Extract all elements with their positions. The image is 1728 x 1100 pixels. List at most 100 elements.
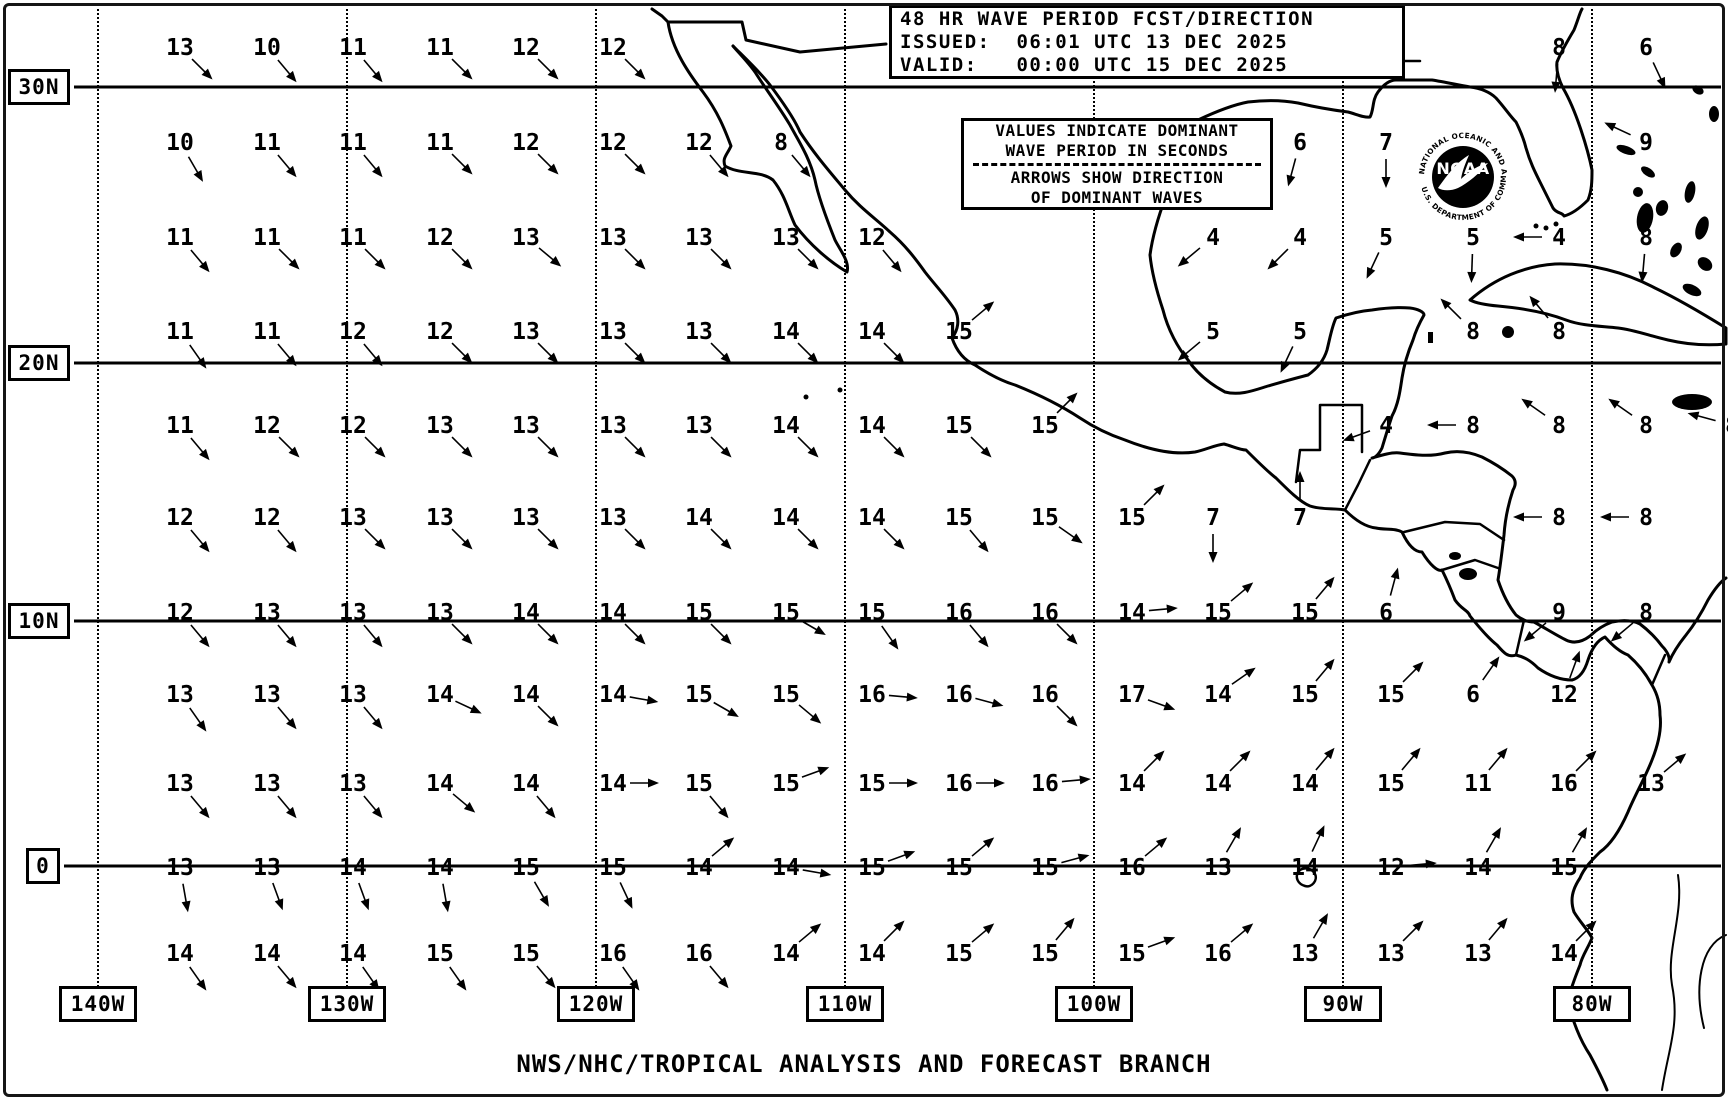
wave-period-value: 14 [426,855,454,881]
wave-direction-arrowhead [199,540,210,553]
wave-period-value: 15 [945,941,973,967]
wave-period-value: 15 [945,505,973,531]
wave-period-value: 15 [945,319,973,345]
wave-period-value: 16 [685,941,713,967]
wave-direction-arrowhead [819,868,832,878]
wave-period-value: 13 [339,771,367,797]
wave-period-value: 14 [1204,682,1232,708]
wave-period-value: 13 [426,600,454,626]
wave-period-value: 13 [1637,771,1665,797]
wave-direction-arrowhead [1071,533,1083,544]
wave-direction-arrowhead [374,538,386,550]
wave-period-value: 15 [1031,505,1059,531]
wave-direction-arrowhead [720,352,732,364]
wave-direction-arrowhead [727,707,739,717]
wave-direction-arrowhead [441,900,451,913]
wave-period-value: 16 [945,682,973,708]
wave-period-value: 6 [1379,600,1393,626]
wave-period-value: 12 [599,130,627,156]
wave-direction-arrowhead [288,446,300,458]
wave-period-value: 15 [772,682,800,708]
wave-period-value: 13 [166,771,194,797]
wave-direction-arrowhead [286,976,297,989]
wave-period-value: 14 [599,771,627,797]
wave-direction-arrowhead [1412,661,1424,673]
wave-period-value: 14 [512,682,540,708]
wave-direction-arrowhead [461,538,473,550]
wave-direction-arrowhead [1521,398,1533,409]
wave-direction-arrowhead [461,258,473,270]
title-line-valid: VALID: 00:00 UTC 15 DEC 2025 [900,53,1289,76]
wave-direction-arrowhead [1513,232,1524,242]
us-border-line [650,7,888,54]
wave-period-value: 14 [772,319,800,345]
wave-period-value: 13 [1204,855,1232,881]
wave-direction-arrowhead [980,446,992,458]
wave-period-value: 5 [1466,225,1480,251]
wave-period-value: 15 [1118,505,1146,531]
wave-period-value: 14 [339,855,367,881]
wave-period-value: 13 [599,319,627,345]
wave-period-value: 15 [512,941,540,967]
wave-direction-arrowhead [1318,913,1328,925]
wave-direction-arrowhead [461,68,473,80]
wave-period-value: 13 [166,35,194,61]
wave-direction-arrowhead [1390,567,1400,580]
wave-direction-arrowhead [1410,747,1421,760]
wave-period-value: 11 [426,35,454,61]
wave-period-value: 16 [1031,600,1059,626]
wave-direction-arrowhead [199,448,210,461]
wave-period-value: 14 [599,682,627,708]
wave-direction-arrowhead [286,717,297,730]
wave-direction-arrowhead [1608,398,1620,409]
wave-direction-arrowhead [634,446,646,458]
wave-direction-arrowhead [1241,582,1254,593]
wave-period-value: 5 [1206,319,1220,345]
wave-direction-arrowhead [1425,859,1437,869]
wave-direction-arrowhead [1241,923,1254,934]
wave-data-points: 13 10 11 11 12 12 8 6 10 11 11 11 12 12 12 8 6 7 9 11 11 11 12… [166,35,1728,991]
wave-period-value: 16 [945,771,973,797]
wave-period-value: 12 [599,35,627,61]
wave-direction-arrowhead [286,806,297,819]
wave-period-value: 14 [1118,600,1146,626]
wave-direction-arrowhead [469,704,482,714]
wave-period-value: 14 [1118,771,1146,797]
wave-direction-arrowhead [463,802,476,813]
wave-direction-arrowhead [199,635,210,648]
wave-direction-arrowhead [547,633,559,645]
wave-direction-arrowhead [372,635,383,648]
wave-period-value: 13 [166,682,194,708]
wave-period-value: 13 [339,682,367,708]
wave-direction-arrowhead [286,635,297,648]
wave-direction-arrowhead [1656,76,1666,89]
wave-direction-arrowhead [903,850,916,860]
wave-period-value: 12 [685,130,713,156]
wave-direction-arrowhead [1687,411,1700,421]
wave-period-value: 13 [685,225,713,251]
wave-direction-arrowhead [1324,747,1335,760]
wave-direction-arrowhead [1066,633,1078,645]
wave-period-value: 13 [339,505,367,531]
wave-period-value: 11 [253,225,281,251]
coastlines [650,7,1728,1092]
wave-period-value: 15 [1377,682,1405,708]
wave-period-value: 13 [512,225,540,251]
wave-direction-arrowhead [372,354,383,367]
wave-direction-arrowhead [199,260,210,273]
wave-period-value: 14 [1204,771,1232,797]
wave-direction-arrowhead [547,68,559,80]
wave-period-value: 13 [685,413,713,439]
wave-direction-arrowhead [461,633,473,645]
wave-direction-arrowhead [718,976,729,989]
wave-period-value: 15 [1031,413,1059,439]
lon-label-120W: 120W [557,986,635,1022]
wave-period-value: 13 [166,855,194,881]
wave-direction-arrowhead [1427,420,1438,430]
wave-direction-arrowhead [1585,750,1597,762]
wave-period-value: 11 [339,130,367,156]
wave-period-value: 12 [166,600,194,626]
wave-period-value: 12 [253,505,281,531]
lat-label-20N: 20N [8,345,70,381]
wave-direction-arrowhead [809,923,822,934]
